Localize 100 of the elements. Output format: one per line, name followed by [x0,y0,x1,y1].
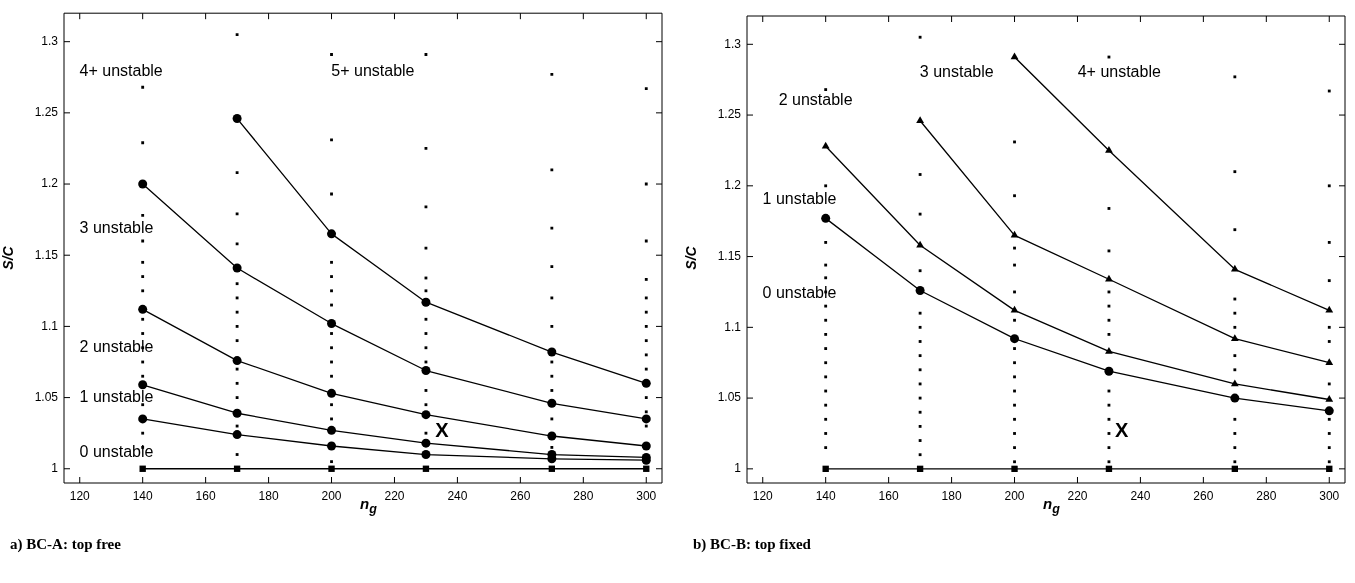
point [1010,230,1019,238]
point [328,465,335,472]
annotation: 4+ unstable [1077,62,1161,80]
point [547,398,557,408]
point [327,388,337,398]
x-axis-title: n$_{g}$ [360,495,377,516]
point [232,114,242,124]
point [1230,334,1239,341]
x-tick-label: 300 [636,488,657,503]
point [232,408,242,418]
point [1011,465,1018,473]
x-tick-label: 120 [752,488,774,503]
x-tick-label: 180 [941,488,962,503]
point [641,441,651,451]
point [327,441,337,451]
x-tick-label: 140 [132,488,154,503]
point [421,438,431,448]
x-tick-label: 220 [1067,488,1088,503]
y-tick-label: 1.1 [724,319,742,334]
x-tick-label: 240 [447,488,468,503]
y-tick-label: 1.3 [724,36,742,51]
point [138,179,148,189]
point [547,431,557,441]
point [1325,395,1334,402]
annotation: 4+ unstable [79,61,163,79]
point [1105,465,1113,473]
point [232,430,242,440]
x-tick-label: 280 [1256,488,1277,503]
x-tick-label: 300 [1319,488,1340,503]
point [1324,406,1334,416]
point [916,240,924,248]
x-tick-label: 200 [1004,488,1025,503]
y-tick-label: 1.05 [717,390,742,405]
point [232,356,242,366]
annotation: X [1115,419,1130,442]
point [138,380,148,390]
point [641,378,651,388]
y-tick-label: 1.25 [717,107,742,122]
annotation: 0 unstable [79,443,154,461]
x-tick-label: 240 [1130,488,1151,503]
annotation: 2 unstable [778,91,853,109]
y-tick-label: 1.15 [34,247,59,262]
point [1230,379,1239,387]
point [421,366,431,376]
annotation: 0 unstable [762,283,837,301]
y-tick-label: 1.2 [41,176,59,191]
y-tick-label: 1.25 [34,105,59,120]
point [547,347,557,357]
x-tick-label: 160 [878,488,899,503]
point [1325,305,1334,313]
x-tick-label: 140 [815,488,837,503]
y-tick-label: 1 [734,461,742,476]
x-tick-label: 260 [510,488,531,503]
annotation: 2 unstable [79,338,154,356]
text: b) BC-B: top fixed [693,536,811,553]
point [1326,465,1333,473]
point [915,286,925,296]
annotation: 1 unstable [762,190,837,208]
point [1230,264,1239,272]
point [1105,145,1113,153]
annotation: 1 unstable [79,387,154,405]
annotation: 3 unstable [919,62,994,80]
y-axis-title: S/C [0,246,16,270]
point [138,414,148,424]
point [1104,366,1114,376]
annotation: 5+ unstable [331,61,415,79]
point [1010,334,1020,344]
annotation: 3 unstable [79,218,154,236]
x-tick-label: 220 [384,488,405,503]
point [327,319,337,329]
y-tick-label: 1.15 [717,248,742,263]
y-tick-label: 1.3 [41,33,59,48]
x-tick-label: 120 [69,488,91,503]
point [1105,346,1113,354]
point [1010,305,1019,313]
annotation: X [435,419,450,442]
point [421,297,431,307]
point [327,425,337,435]
y-tick-label: 1.2 [724,178,742,193]
y-tick-label: 1.05 [34,389,59,404]
y-tick-label: 1 [51,461,59,476]
point [641,414,651,424]
point [1010,52,1019,60]
text: a) BC-A: top free [10,536,121,553]
point [138,304,148,314]
point [421,450,431,460]
x-tick-label: 180 [258,488,279,503]
point [327,229,337,239]
point [1231,465,1239,473]
x-tick-label: 260 [1193,488,1214,503]
point [232,263,242,273]
x-tick-label: 280 [573,488,594,503]
x-tick-label: 160 [195,488,216,503]
point [821,213,831,223]
point [421,410,431,420]
point [916,465,924,473]
x-axis-title: n$_{g}$ [1043,495,1060,516]
y-tick-label: 1.1 [41,318,59,333]
point [1325,358,1334,365]
point [916,116,924,123]
